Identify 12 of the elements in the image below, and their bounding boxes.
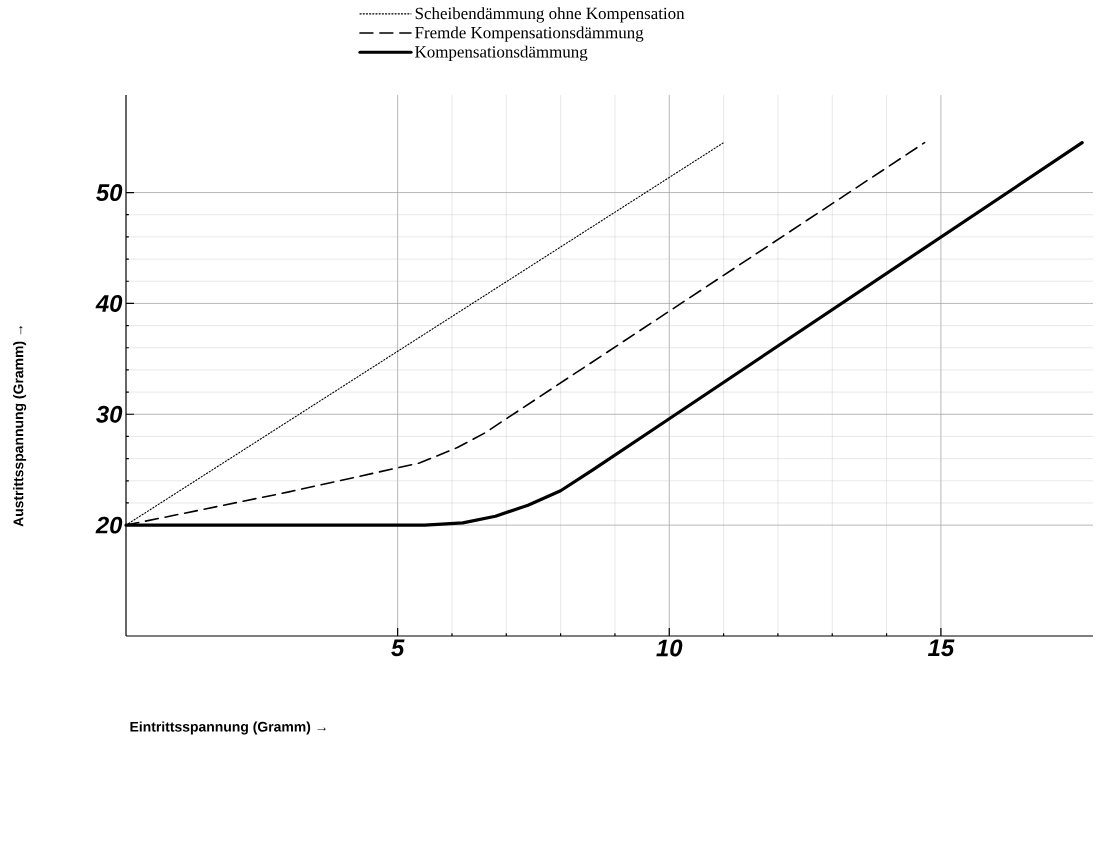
y-tick-label: 40	[95, 294, 123, 312]
y-tick-label: 50	[96, 184, 123, 202]
x-tick-label: 5	[391, 639, 405, 657]
y-tick-label: 30	[96, 405, 123, 423]
x-tick-label: 15	[927, 639, 955, 657]
legend-label: Kompensationsdämmung	[415, 45, 588, 62]
x-axis-title: Eintrittsspannung (Gramm) →	[130, 721, 326, 735]
legend-label: Scheibendämmung ohne Kompensation	[415, 7, 685, 23]
y-tick-label: 20	[95, 516, 123, 534]
y-axis-title: Austrittsspannung (Gramm) →	[13, 325, 27, 527]
legend-label: Fremde Kompensationsdämmung	[415, 26, 644, 42]
x-tick-label: 10	[656, 639, 683, 657]
